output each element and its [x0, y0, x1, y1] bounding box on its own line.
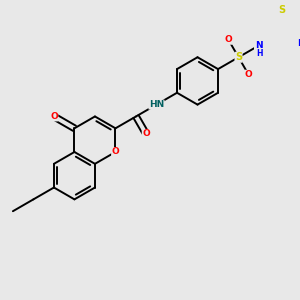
Text: S: S: [235, 52, 242, 62]
Text: N: N: [297, 39, 300, 48]
Text: H: H: [256, 50, 262, 58]
Text: S: S: [278, 5, 286, 15]
Text: O: O: [50, 112, 58, 121]
Text: O: O: [142, 129, 150, 138]
Text: O: O: [225, 35, 232, 44]
Text: N: N: [255, 41, 263, 50]
Text: HN: HN: [149, 100, 164, 109]
Text: O: O: [112, 148, 119, 157]
Text: O: O: [245, 70, 253, 79]
